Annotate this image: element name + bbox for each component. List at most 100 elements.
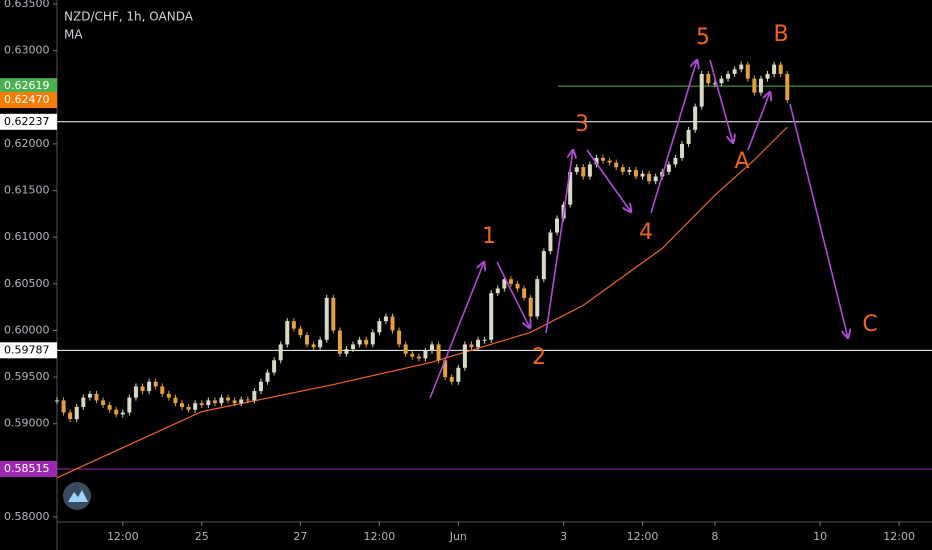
indicator-label: MA: [64, 28, 83, 42]
symbol-title: NZD/CHF, 1h, OANDA: [64, 10, 194, 24]
candle: [614, 162, 619, 168]
candle: [364, 339, 369, 345]
candle: [87, 393, 92, 398]
x-tick-label: 12:00: [883, 530, 915, 543]
wave-label: 4: [639, 220, 653, 245]
candle: [686, 129, 691, 144]
price-tag: [0, 460, 57, 477]
candle: [390, 316, 395, 331]
candle: [68, 412, 73, 420]
candle: [462, 344, 467, 368]
wave-arrow: [545, 150, 573, 334]
x-tick-label: 10: [813, 530, 827, 543]
candle: [120, 412, 125, 415]
candle: [502, 279, 507, 289]
candle: [133, 386, 138, 398]
candle: [180, 403, 184, 407]
candle: [291, 321, 296, 329]
candle: [436, 344, 441, 361]
candle: [535, 279, 540, 317]
candle: [430, 344, 434, 351]
wave-label: 1: [482, 224, 496, 249]
candle: [265, 372, 270, 382]
x-tick-label: 3: [560, 530, 567, 543]
wave-label: B: [773, 22, 788, 47]
x-tick-label: Jun: [449, 530, 467, 543]
candle: [94, 393, 99, 401]
candle: [758, 78, 763, 93]
candle: [285, 321, 290, 345]
candle: [693, 106, 698, 130]
wave-arrow: [586, 149, 631, 212]
x-tick-label: 12:00: [107, 530, 139, 543]
candle: [653, 176, 658, 182]
candle: [357, 339, 362, 345]
candle: [206, 400, 211, 406]
price-tag: [0, 113, 57, 130]
candle: [423, 350, 428, 359]
candle: [318, 339, 323, 348]
price-tag: [0, 92, 57, 109]
wave-label: 5: [696, 25, 710, 50]
candle: [620, 167, 625, 172]
wave-arrow: [650, 60, 697, 214]
candle: [153, 381, 158, 387]
candle: [232, 400, 237, 404]
x-tick-label: 27: [293, 530, 307, 543]
candle: [627, 170, 632, 172]
candle: [245, 399, 250, 401]
candle: [699, 73, 704, 107]
price-tag-label: 0.59787: [4, 343, 50, 356]
price-tag-label: 0.62237: [4, 115, 50, 128]
wave-arrow: [709, 59, 733, 143]
wave-arrow: [429, 262, 484, 399]
candle: [647, 173, 652, 182]
candle: [147, 381, 152, 392]
candle: [61, 400, 66, 413]
candle: [785, 73, 790, 101]
candle: [469, 344, 474, 348]
candle: [541, 251, 546, 280]
candle: [633, 170, 638, 177]
candle: [239, 399, 244, 404]
candle: [587, 164, 592, 177]
candle: [140, 386, 145, 392]
candle: [74, 406, 79, 420]
price-tag-label: 0.62619: [4, 79, 50, 92]
candle: [370, 332, 375, 345]
candle: [528, 297, 533, 317]
x-tick-label: 25: [195, 530, 209, 543]
candle: [410, 353, 415, 357]
candle: [508, 279, 513, 284]
candle: [745, 64, 750, 79]
y-tick-label: 0.59500: [4, 370, 50, 383]
candle: [258, 381, 263, 392]
candle: [555, 218, 559, 233]
candle: [305, 335, 309, 345]
y-tick-label: 0.60500: [4, 277, 50, 290]
candle: [199, 403, 204, 406]
x-tick-label: 8: [711, 530, 718, 543]
candle: [765, 73, 770, 79]
wave-arrow: [789, 103, 848, 338]
candle: [706, 73, 711, 84]
candle: [166, 393, 171, 398]
candle: [456, 367, 461, 382]
candle: [522, 288, 527, 298]
candle: [226, 397, 231, 401]
candle: [298, 328, 303, 336]
candle: [114, 409, 119, 415]
candle: [482, 339, 487, 341]
y-tick-label: 0.61500: [4, 184, 50, 197]
candle: [489, 293, 494, 340]
candle: [311, 344, 316, 348]
candle: [640, 173, 645, 177]
candle: [443, 360, 448, 378]
candle: [416, 356, 421, 359]
candle: [548, 232, 553, 252]
candle: [351, 344, 356, 350]
candle: [666, 164, 671, 172]
candle: [568, 171, 573, 205]
candle: [673, 157, 678, 165]
